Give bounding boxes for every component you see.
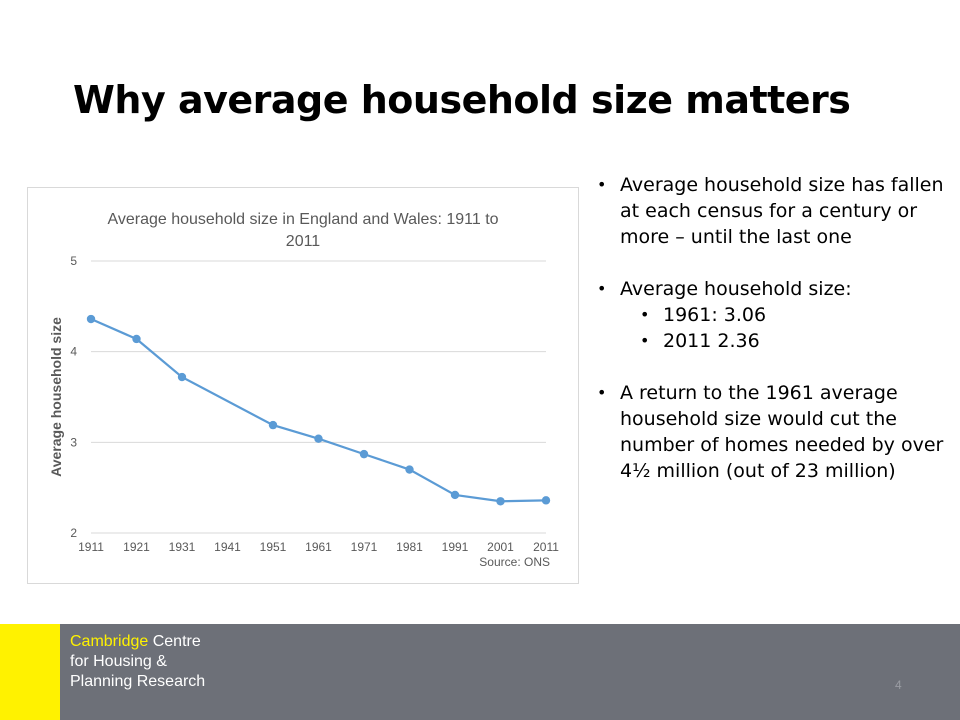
chart-source-note: Source: ONS (479, 555, 550, 569)
footer-bar: Cambridge Centre for Housing & Planning … (0, 624, 960, 720)
y-tick-label: 2 (70, 526, 77, 540)
data-point (405, 465, 413, 473)
y-tick-label: 4 (70, 345, 77, 359)
x-tick-label: 1941 (214, 540, 241, 554)
data-point (451, 491, 459, 499)
data-point (178, 373, 186, 381)
org-logo-text: Cambridge Centre for Housing & Planning … (70, 632, 205, 692)
bullet-item: Average household size has fallen at eac… (597, 172, 947, 250)
x-tick-label: 2001 (487, 540, 514, 554)
logo-line2: for Housing & (70, 652, 205, 672)
data-point (132, 335, 140, 343)
footer-accent-bar (0, 624, 60, 720)
logo-line3: Planning Research (70, 672, 205, 692)
series-line (91, 319, 546, 501)
data-point (314, 435, 322, 443)
x-tick-label: 1911 (78, 540, 104, 554)
page-number: 4 (895, 678, 902, 692)
data-point (269, 421, 277, 429)
x-tick-label: 1991 (442, 540, 469, 554)
sub-bullet-item: 2011 2.36 (597, 328, 947, 354)
x-tick-label: 2011 (533, 540, 559, 554)
chart-title: Average household size in England and Wa… (107, 211, 498, 250)
logo-line1: Centre (148, 633, 200, 650)
x-tick-label: 1921 (123, 540, 150, 554)
bullet-list: Average household size has fallen at eac… (597, 172, 947, 484)
chart-container: 2 3 4 5 1911 1921 1931 1941 1951 1961 1971 1981 1991… (27, 187, 579, 584)
data-point (496, 497, 504, 505)
x-tick-label: 1931 (169, 540, 196, 554)
y-axis-label: Average household size (48, 317, 64, 477)
x-tick-label: 1951 (260, 540, 287, 554)
household-size-chart: 2 3 4 5 1911 1921 1931 1941 1951 1961 1971 1981 1991… (28, 188, 578, 583)
x-tick-label: 1961 (305, 540, 332, 554)
bullet-item: Average household size: (597, 276, 947, 302)
y-tick-label: 5 (70, 254, 77, 268)
x-tick-label: 1981 (396, 540, 423, 554)
logo-brand: Cambridge (70, 633, 148, 650)
data-point (542, 496, 550, 504)
bullet-item: A return to the 1961 average household s… (597, 380, 947, 484)
sub-bullet-item: 1961: 3.06 (597, 302, 947, 328)
x-tick-label: 1971 (351, 540, 378, 554)
data-point (360, 450, 368, 458)
slide-title: Why average household size matters (73, 78, 913, 122)
y-tick-label: 3 (70, 435, 77, 449)
data-point (87, 315, 95, 323)
